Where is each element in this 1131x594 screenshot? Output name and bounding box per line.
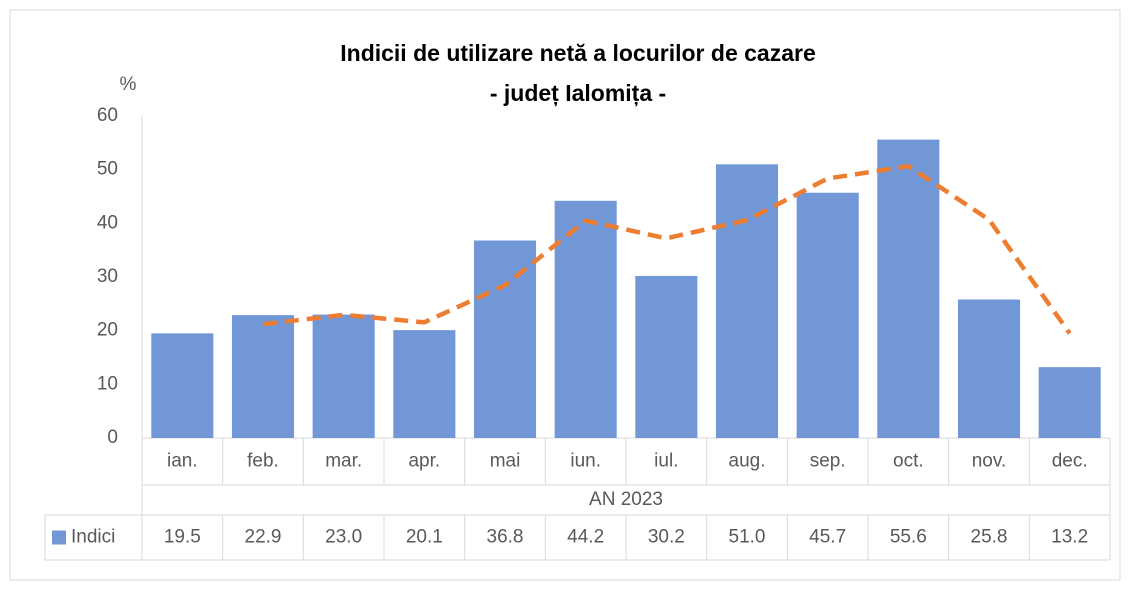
- x-tick-label: iul.: [654, 451, 678, 472]
- x-tick-label: nov.: [972, 451, 1007, 472]
- x-tick-label: apr.: [408, 451, 440, 472]
- y-tick-label: 40: [97, 212, 118, 233]
- x-tick-label: iun.: [570, 451, 601, 472]
- table-value: 19.5: [164, 527, 201, 548]
- table-value: 51.0: [729, 527, 766, 548]
- table-value: 20.1: [406, 527, 443, 548]
- bar: [635, 275, 698, 438]
- x-tick-label: mai: [490, 451, 521, 472]
- legend-label: Indici: [71, 527, 115, 548]
- bar: [393, 330, 456, 438]
- bar: [231, 315, 295, 438]
- table-value: 55.6: [890, 527, 927, 548]
- bar: [554, 200, 617, 438]
- table-value: 36.8: [487, 527, 524, 548]
- chart-subtitle: - județ Ialomița -: [490, 80, 666, 107]
- x-tick-label: dec.: [1052, 451, 1088, 472]
- table-value: 22.9: [245, 527, 282, 548]
- bar: [1038, 367, 1101, 438]
- x-tick-label: ian.: [167, 451, 198, 472]
- y-tick-label: 0: [107, 427, 118, 448]
- bar: [957, 299, 1021, 438]
- bar: [312, 314, 375, 438]
- bar: [877, 139, 940, 438]
- table-value: 25.8: [971, 527, 1008, 548]
- y-tick-label: 50: [97, 159, 118, 180]
- x-axis-label: AN 2023: [589, 489, 663, 510]
- table-value: 13.2: [1051, 527, 1088, 548]
- y-tick-label: 10: [97, 373, 118, 394]
- bar: [473, 240, 537, 438]
- table-value: 30.2: [648, 527, 685, 548]
- x-tick-label: sep.: [810, 451, 846, 472]
- x-tick-label: feb.: [247, 451, 279, 472]
- legend-swatch: [52, 530, 66, 545]
- x-tick-label: aug.: [729, 451, 766, 472]
- y-axis-label: %: [120, 74, 137, 95]
- y-tick-label: 60: [97, 105, 118, 126]
- x-tick-label: mar.: [325, 451, 362, 472]
- x-tick-label: oct.: [893, 451, 924, 472]
- table-value: 44.2: [567, 527, 604, 548]
- bar: [796, 192, 859, 438]
- table-value: 23.0: [325, 527, 362, 548]
- y-tick-label: 30: [97, 266, 118, 287]
- y-tick-label: 20: [97, 320, 118, 341]
- bar: [151, 333, 214, 438]
- bar: [715, 164, 779, 439]
- line: [262, 163, 1072, 335]
- chart-title: Indicii de utilizare netă a locurilor de…: [340, 40, 816, 66]
- table-value: 45.7: [809, 527, 846, 548]
